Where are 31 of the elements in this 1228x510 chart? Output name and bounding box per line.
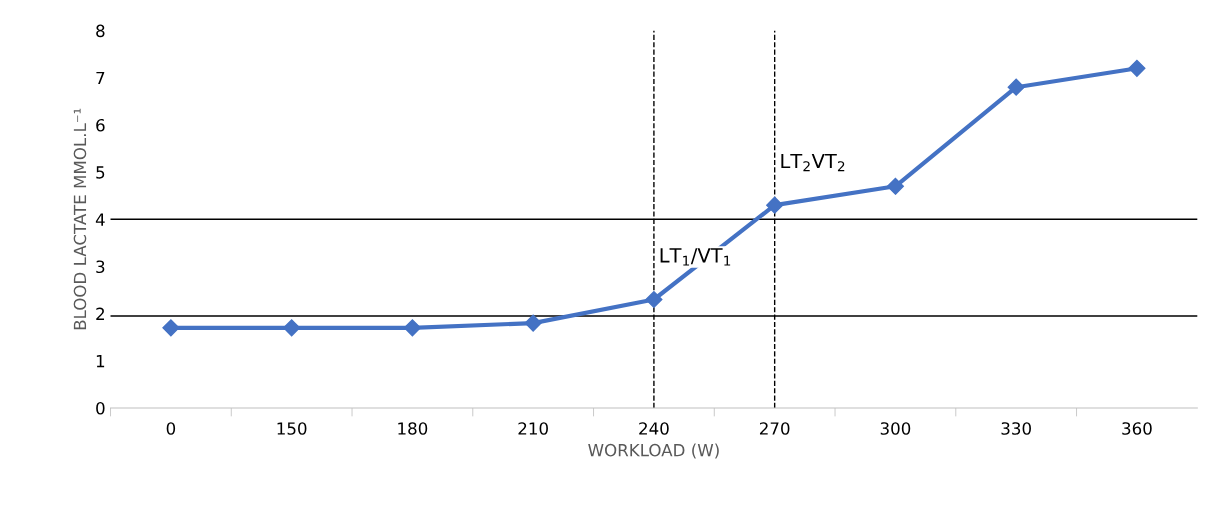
point [524,314,542,332]
point [886,177,904,195]
x-tick-label: 210 [518,422,548,435]
point [162,319,180,337]
y-tick-label: 7 [96,71,105,85]
point [766,196,784,214]
x-tick-label: 0 [166,422,176,435]
x-tick-label: 180 [398,422,428,435]
x-tick-label: 360 [1122,422,1152,435]
y-tick-label: 3 [96,260,105,274]
x-tick-label: 300 [880,422,911,435]
y-tick-label: 2 [96,307,104,320]
y-tick-label: 1 [96,355,105,368]
x-tick-label: 330 [1001,422,1031,435]
y-tick-label: 5 [96,166,105,179]
x-axis-title: WORKLOAD (W) [588,443,719,459]
point [1128,59,1146,77]
y-tick-label: 4 [95,213,105,226]
annotation: LT$_{2}$VT$_{2}$ [781,153,845,172]
point [645,290,663,309]
y-axis-title: BLOOD LACTATE MMOL.L⁻¹ [73,108,87,330]
y-tick-label: 6 [96,118,105,132]
point [283,319,301,337]
x-tick-label: 150 [277,422,307,435]
x-tick-label: 270 [759,422,790,435]
y-tick-label: 0 [96,401,105,415]
annotation: LT$_{1}$/VT$_{1}$ [660,248,731,266]
x-tick-label: 240 [639,422,669,435]
point [1007,78,1025,96]
point [403,319,421,337]
y-tick-label: 8 [96,24,105,38]
